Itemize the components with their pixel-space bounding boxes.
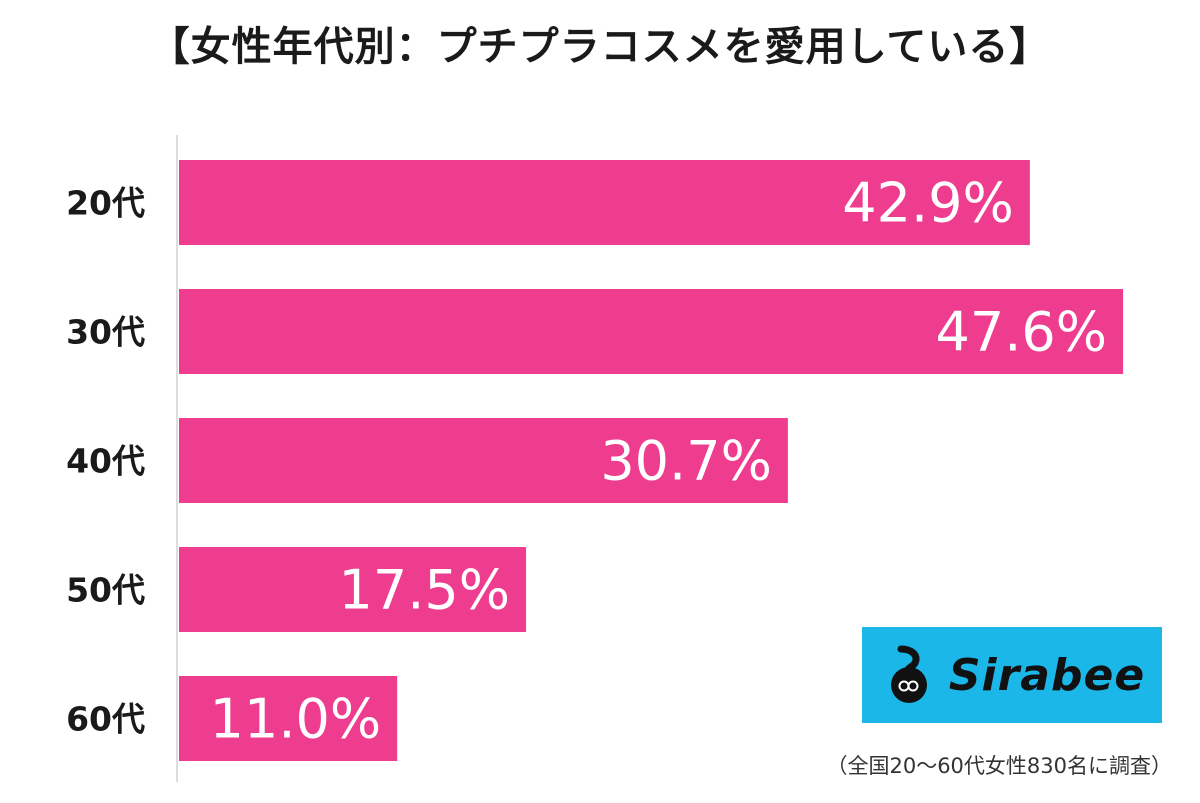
bar-20代	[179, 160, 1030, 245]
sirabee-logo-text: Sirabee	[948, 649, 1146, 701]
value-label: 11.0%	[210, 688, 382, 751]
survey-footnote: （全国20～60代女性830名に調査）	[826, 754, 1172, 778]
bar-30代	[179, 289, 1124, 374]
sirabee-logo: Sirabee	[862, 627, 1162, 723]
bar-40代	[179, 418, 788, 503]
category-label: 60代	[66, 700, 145, 739]
value-label: 42.9%	[842, 172, 1014, 235]
chart-title: 【女性年代別：プチプラコスメを愛用している】	[149, 24, 1051, 70]
bar-50代	[179, 547, 527, 632]
category-label: 40代	[66, 442, 145, 481]
category-label: 20代	[66, 184, 145, 223]
category-label: 30代	[66, 313, 145, 352]
value-label: 17.5%	[339, 559, 511, 622]
bars-layer: 20代 42.9% 30代 47.6% 40代 30.7% 50代 17.5% 60代 11.0%	[66, 160, 1124, 761]
category-label: 50代	[66, 571, 145, 610]
value-label: 30.7%	[600, 430, 772, 493]
value-label: 47.6%	[936, 301, 1108, 364]
sirabee-mascot-icon	[890, 645, 927, 703]
bar-60代	[179, 676, 398, 761]
